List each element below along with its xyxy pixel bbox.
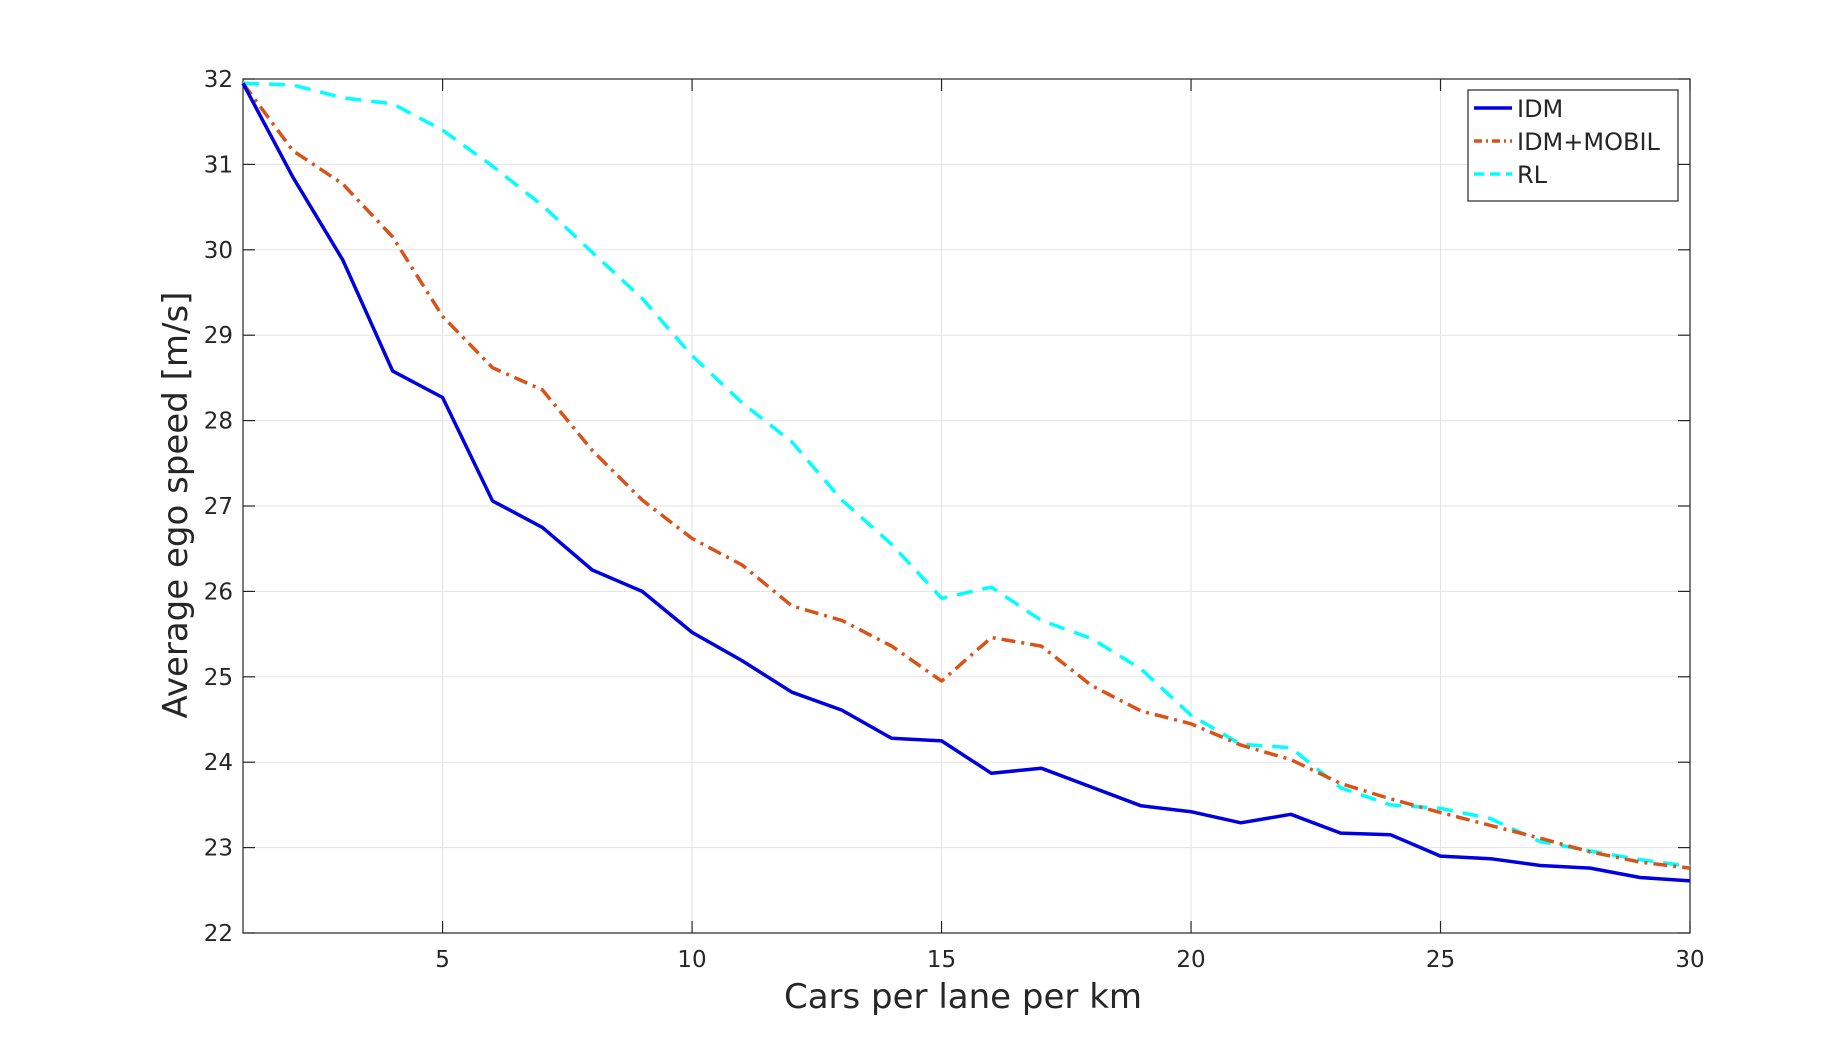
x-tick-label: 25: [1426, 947, 1455, 973]
legend-label: IDM+MOBIL: [1517, 128, 1661, 156]
x-tick-label: 10: [677, 947, 706, 973]
legend-label: RL: [1517, 161, 1548, 189]
axis-ticks: 5 10 15 20 25 30 22 23 24 25 26 27 28 29 30 31 32: [204, 67, 1705, 973]
series-line-rl: [242, 81, 1691, 869]
series-line-idm: [241, 82, 1691, 883]
x-tick-label: 20: [1176, 947, 1205, 973]
y-tick-label: 31: [204, 152, 233, 178]
legend: IDM IDM+MOBIL RL: [1467, 89, 1679, 202]
x-tick-label: 15: [927, 947, 956, 973]
x-tick-label: 30: [1675, 947, 1704, 973]
y-tick-label: 23: [204, 836, 233, 862]
y-tick-label: 28: [204, 409, 233, 435]
y-tick-label: 24: [204, 750, 233, 776]
y-axis-label: Average ego speed [m/s]: [156, 292, 196, 719]
y-tick-label: 22: [204, 921, 233, 947]
legend-label: IDM: [1517, 95, 1563, 123]
grid-lines: [243, 78, 1691, 934]
x-axis-label: Cars per lane per km: [784, 977, 1142, 1017]
y-tick-label: 27: [204, 494, 233, 520]
y-tick-label: 25: [204, 665, 233, 691]
y-tick-label: 26: [204, 579, 233, 605]
x-tick-label: 5: [435, 947, 450, 973]
series-lines: [241, 81, 1691, 883]
y-tick-label: 30: [204, 238, 233, 264]
y-tick-label: 32: [204, 67, 233, 93]
series-line-idm-mobil: [241, 82, 1691, 870]
y-tick-label: 29: [204, 323, 233, 349]
